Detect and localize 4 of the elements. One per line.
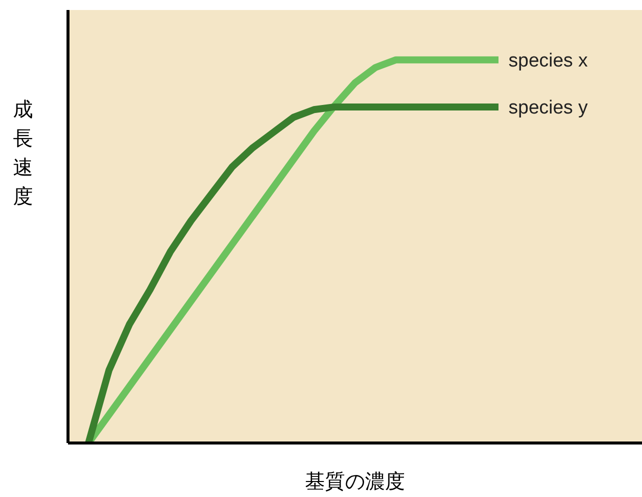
series-label: species x	[508, 50, 588, 72]
x-axis-title: 基質の濃度	[304, 468, 406, 495]
y-axis-title: 成長速度	[12, 96, 34, 210]
series-label: species y	[508, 98, 588, 119]
